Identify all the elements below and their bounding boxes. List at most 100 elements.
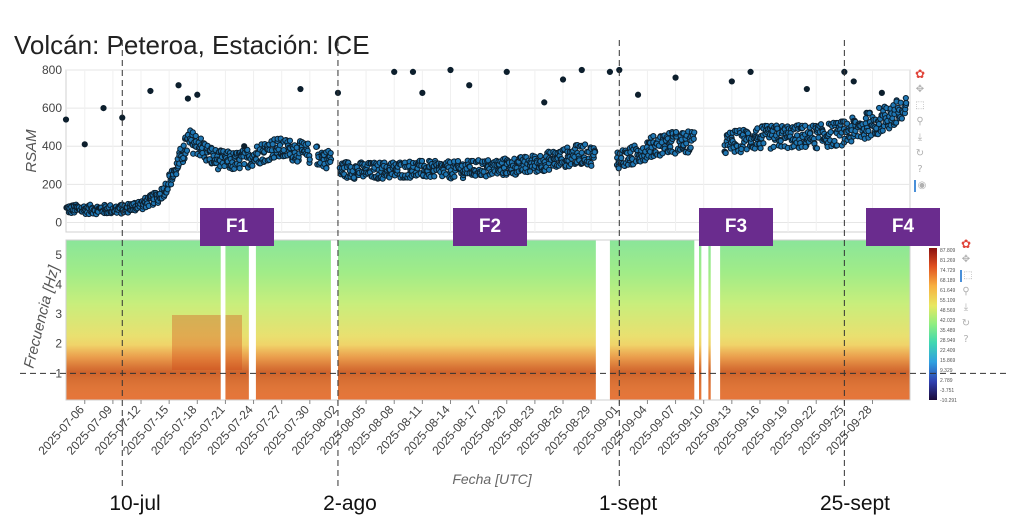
rsam-outlier-point [878,89,885,96]
save-icon[interactable]: ⤓ [917,132,923,143]
colorbar-tick-label: 28.949 [940,338,956,344]
wheel-zoom-icon[interactable]: ⚲ [962,286,970,297]
save-icon[interactable]: ⤓ [963,302,969,313]
spectrogram-y-tick-label: 3 [55,307,62,321]
rsam-point [545,166,553,173]
colorbar: 87.809 81.269 74.729 68.189 61.649 55.109 48.5… [929,248,957,404]
rsam-point [848,138,855,145]
spectrogram-low-freq-band [66,345,910,400]
spectrogram-gap [220,240,226,400]
rsam-point [480,168,487,175]
rsam-y-tick-label: 400 [42,139,62,153]
rsam-outlier-point [447,66,454,74]
reset-icon[interactable]: ↻ [961,318,971,329]
rsam-point [286,137,294,144]
rsam-point [588,162,595,169]
hover-icon[interactable]: ◉ [914,180,928,192]
rsam-point [833,142,841,149]
rsam-point [827,128,834,136]
rsam-point [618,154,625,162]
rsam-point [650,132,657,140]
pan-icon[interactable]: ✥ [915,84,925,95]
wheel-zoom-icon[interactable]: ⚲ [916,116,924,127]
rsam-point [173,171,180,178]
colorbar-tick-label: -10.291 [940,398,957,404]
rsam-point [466,163,473,170]
spectrogram-gap [694,240,699,400]
rsam-point [236,165,243,172]
rsam-y-tick-label: 200 [42,177,62,191]
colorbar-gradient [929,248,937,400]
rsam-point [672,128,680,136]
colorbar-tick-label: 74.729 [940,268,956,274]
phase-label-f3: F3 [699,208,773,246]
spectrogram-gap [330,240,338,400]
rsam-outlier-point [672,74,679,81]
colorbar-tick-label: 81.269 [940,258,956,264]
reference-lines [20,40,1010,490]
colorbar-tick-label: 9.329 [940,368,953,374]
rsam-point [690,135,697,142]
rsam-point [615,165,622,172]
rsam-point [591,149,598,156]
spectrogram-hot-patch [172,315,242,370]
rsam-point [866,110,873,117]
rsam-y-tick-label: 800 [42,63,62,77]
box-zoom-icon[interactable]: ⬚ [915,100,925,111]
bokeh-logo-icon[interactable]: ✿ [960,237,972,251]
colorbar-tick-label: 61.649 [940,288,956,294]
rsam-point [898,115,905,122]
rsam-outlier-point [147,87,154,95]
rsam-point [241,160,248,168]
box-zoom-icon[interactable]: ⬚ [960,270,974,282]
rsam-point [192,132,199,140]
rsam-point [813,145,821,152]
pan-icon[interactable]: ✥ [961,254,971,265]
rsam-outlier-point [241,143,248,150]
rsam-point [323,165,330,172]
reset-icon[interactable]: ↻ [915,148,925,159]
rsam-outlier-point [409,68,417,76]
event-label-1-sept: 1-sept [598,492,658,515]
rsam-outlier-point [747,68,754,76]
spectrogram-y-tick-label: 1 [55,366,62,380]
rsam-outlier-point [728,78,735,85]
rsam-point [306,156,313,163]
colorbar-tick-label: -3.751 [940,388,954,394]
colorbar-tick-label: 55.109 [940,298,956,304]
rsam-y-axis-label: RSAM [23,129,40,173]
colorbar-tick-label: 2.789 [940,378,953,384]
rsam-outlier-point [559,76,567,83]
chart-title: Volcán: Peteroa, Estación: ICE [14,30,370,60]
rsam-toolbar: ✿ ✥ ⬚ ⚲ ⤓ ↻ ? ◉ [914,68,928,196]
rsam-outlier-point [634,91,642,98]
rsam-outlier-point [503,68,510,76]
rsam-point [485,157,492,164]
rsam-point [327,158,334,165]
rsam-point [770,143,777,150]
rsam-point [327,149,334,157]
rsam-point [454,158,462,165]
rsam-point [687,144,694,151]
help-icon[interactable]: ? [963,334,969,345]
rsam-point [902,94,909,102]
help-icon[interactable]: ? [917,164,923,175]
spectrogram-x-ticks: 2025-07-062025-07-092025-07-122025-07-15… [36,400,875,458]
spectrogram-y-tick-label: 5 [55,248,62,262]
rsam-point [313,143,320,150]
rsam-point [180,142,187,149]
spectrogram-x-axis-label: Fecha [UTC] [452,471,532,487]
event-label-10-jul: 10-jul [109,492,161,515]
colorbar-tick-label: 35.489 [940,328,956,334]
rsam-outlier-point [541,99,548,106]
rsam-point [817,121,825,128]
bokeh-logo-icon[interactable]: ✿ [914,67,926,81]
rsam-point [738,145,745,153]
rsam-outlier-point [100,105,107,112]
rsam-trend-band [63,94,910,218]
rsam-point [897,99,904,106]
spectrogram-gap [710,240,721,400]
rsam-point [294,158,301,165]
colorbar-tick-label: 42.029 [940,318,956,324]
rsam-outlier-point [466,82,473,89]
